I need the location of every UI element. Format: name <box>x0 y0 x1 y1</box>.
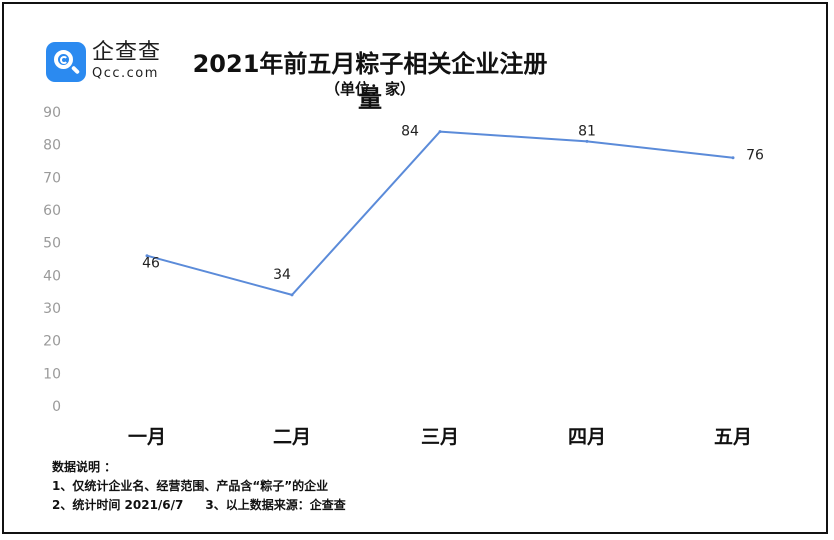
chart-frame <box>2 2 828 534</box>
series-line <box>146 130 734 296</box>
logo-domain: Qcc.com <box>92 66 159 81</box>
x-tick-label: 一月 <box>128 426 166 448</box>
data-point <box>438 130 442 134</box>
y-tick-label: 30 <box>43 301 61 317</box>
x-tick-label: 五月 <box>714 426 752 448</box>
x-axis-ticks: 一月 二月 三月 四月 五月 <box>128 426 752 448</box>
series-line-group <box>145 130 735 297</box>
data-label: 84 <box>401 124 419 140</box>
y-tick-label: 10 <box>43 366 61 382</box>
notes-heading: 数据说明 ： <box>52 460 117 474</box>
y-tick-label: 80 <box>43 138 61 154</box>
data-label: 46 <box>142 256 160 272</box>
data-point <box>585 139 589 143</box>
notes-source: 3、以上数据来源：企查查 <box>205 498 346 512</box>
y-tick-label: 50 <box>43 236 61 252</box>
notes-line-2: 2、统计时间 2021/6/7 3、以上数据来源：企查查 <box>52 496 346 515</box>
data-point <box>145 254 149 258</box>
y-tick-label: 20 <box>43 334 61 350</box>
y-tick-label: 40 <box>43 268 61 284</box>
data-point <box>290 293 294 297</box>
y-axis-ticks: 0 10 20 30 40 50 60 70 80 90 <box>43 105 61 415</box>
y-tick-label: 60 <box>43 203 61 219</box>
notes-date: 2、统计时间 2021/6/7 <box>52 498 184 512</box>
chart-subtitle: （单位：家） <box>324 80 415 98</box>
data-label: 76 <box>746 148 764 164</box>
y-tick-label: 0 <box>52 399 61 415</box>
x-tick-label: 四月 <box>568 426 606 448</box>
y-tick-label: 90 <box>43 105 61 121</box>
data-label: 34 <box>273 267 291 283</box>
chart-title: 2021年前五月粽子相关企业注册量 <box>192 50 548 113</box>
x-tick-label: 二月 <box>273 426 311 448</box>
data-notes: 数据说明 ： 1、仅统计企业名、经营范围、产品含“粽子”的企业 2、统计时间 2… <box>52 458 346 515</box>
notes-line-1: 1、仅统计企业名、经营范围、产品含“粽子”的企业 <box>52 479 329 493</box>
y-tick-label: 70 <box>43 170 61 186</box>
data-label: 81 <box>578 123 596 139</box>
x-tick-label: 三月 <box>421 426 459 448</box>
data-labels: 46 34 84 81 76 <box>142 123 764 283</box>
qcc-logo-icon <box>46 42 86 82</box>
data-point <box>731 156 735 160</box>
brand-logo: 企查查 Qcc.com <box>46 40 162 82</box>
logo-chinese-name: 企查查 <box>92 40 162 65</box>
